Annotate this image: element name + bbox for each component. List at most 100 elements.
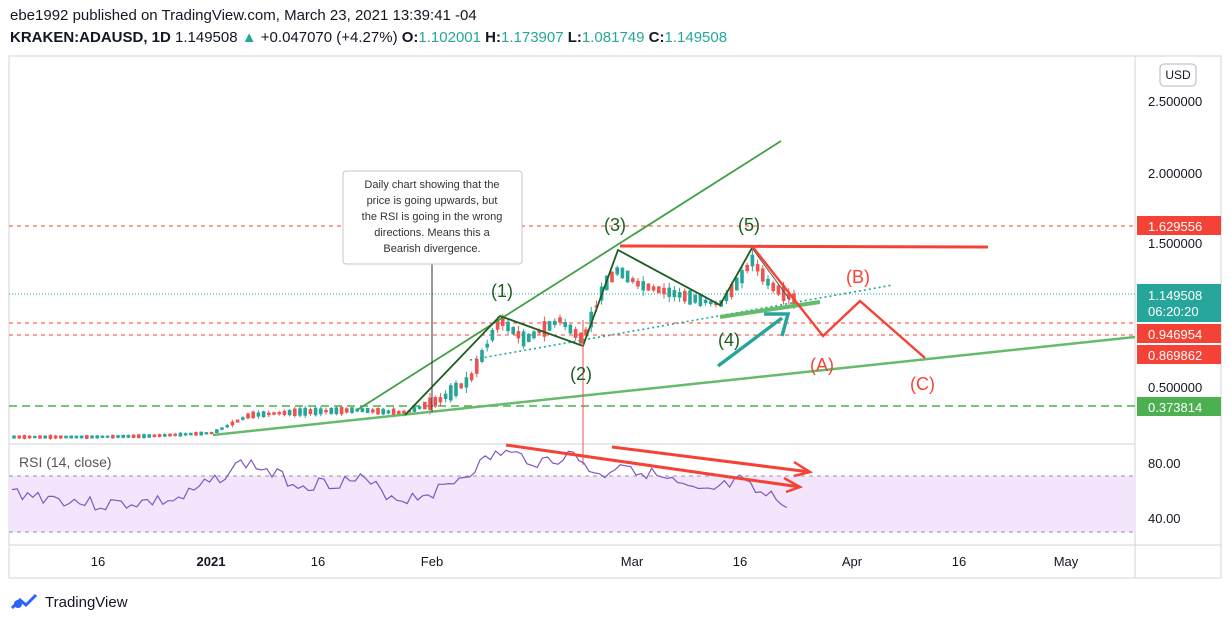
x-tick: 16 — [311, 554, 325, 569]
candle-body — [111, 434, 115, 439]
tradingview-logo-icon — [10, 593, 38, 610]
candle-body — [85, 435, 89, 439]
candle-body — [272, 412, 276, 415]
wave-4-connector — [751, 247, 791, 301]
currency-button[interactable]: USD — [1165, 68, 1191, 82]
countdown-label: 06:20:20 — [1148, 304, 1199, 319]
candle-body — [709, 301, 713, 305]
callout-line: price is going upwards, but — [367, 195, 498, 207]
candle-body — [761, 268, 765, 282]
x-tick: 16 — [733, 554, 747, 569]
candle-body — [22, 435, 27, 439]
candle-body — [454, 382, 458, 396]
open-label: O: — [401, 29, 419, 46]
price-change: +0.047070 (+4.27%) — [260, 29, 398, 46]
candle-body — [298, 408, 302, 416]
candle-body — [235, 419, 240, 423]
candle-body — [194, 432, 198, 436]
x-tick: 16 — [952, 554, 966, 569]
x-tick: 16 — [91, 554, 105, 569]
candle-body — [48, 435, 53, 439]
candle-body — [308, 409, 313, 415]
candle-body — [126, 434, 131, 438]
elliott-wave-path — [404, 247, 753, 416]
candle-body — [397, 411, 401, 415]
x-tick: Apr — [842, 554, 863, 569]
candle-body — [651, 286, 656, 291]
upper-channel-line — [356, 140, 782, 411]
candle-body — [365, 407, 370, 414]
y-tick: 1.500000 — [1148, 236, 1202, 251]
candle-body — [303, 407, 307, 416]
wave-label-2: (2) — [570, 364, 592, 384]
candle-body — [74, 435, 79, 439]
candle-body — [433, 397, 437, 407]
candle-body — [371, 409, 375, 413]
low-label: L: — [567, 29, 582, 46]
candle-body — [116, 435, 120, 438]
candle-body — [220, 427, 224, 430]
price-tag-1629: 1.629556 — [1148, 219, 1202, 234]
close-value: 1.149508 — [664, 29, 728, 46]
candle-body — [636, 280, 640, 287]
candle-body — [579, 332, 583, 344]
candle-body — [189, 432, 193, 436]
candle-body — [683, 290, 687, 302]
candle-body — [209, 432, 214, 435]
wave-label-4: (4) — [718, 330, 740, 350]
candle-body — [662, 287, 666, 295]
dotted-trend-line — [469, 284, 894, 361]
high-label: H: — [485, 29, 501, 46]
candle-body — [324, 409, 328, 413]
y-tick: 2.000000 — [1148, 166, 1202, 181]
candle-body — [532, 331, 536, 339]
tradingview-brand: TradingView — [45, 593, 128, 611]
wave-label-a: (A) — [810, 355, 834, 375]
wave-4-arrow-shaft — [716, 316, 784, 368]
candle-body — [750, 254, 755, 267]
candle-body — [38, 435, 42, 439]
candle-body — [594, 305, 599, 308]
candle-body — [776, 285, 781, 295]
candle-body — [329, 408, 333, 414]
tradingview-footer[interactable]: TradingView — [10, 592, 128, 612]
wave-labels: (1) (2) (3) (4) (5) (A) (B) (C) — [491, 215, 935, 394]
candle-body — [428, 397, 432, 410]
rsi-title: RSI (14, close) — [19, 454, 112, 470]
candle-body — [506, 321, 510, 332]
price-tag-box — [1137, 216, 1221, 235]
candle-body — [386, 410, 391, 414]
candle-body — [256, 412, 261, 417]
candle-body — [319, 408, 323, 415]
candle-body — [147, 434, 151, 438]
candle-body — [693, 294, 697, 303]
candle-body — [610, 271, 614, 283]
candle-body — [787, 293, 791, 299]
candle-body — [246, 413, 250, 419]
candle-body — [360, 408, 365, 413]
candle-body — [646, 283, 651, 291]
price-tag-box — [1137, 397, 1221, 416]
candle-body — [215, 429, 219, 433]
symbol-name[interactable]: KRAKEN:ADAUSD, 1D — [10, 29, 171, 46]
x-tick: May — [1054, 554, 1079, 569]
candle-body — [251, 411, 255, 419]
candle-body — [688, 290, 692, 305]
candle-body — [755, 264, 760, 272]
currency-button-box[interactable] — [1159, 63, 1197, 87]
wave-label-1: (1) — [491, 281, 513, 301]
candle-body — [516, 331, 521, 339]
candle-body — [714, 302, 718, 306]
candle-body — [729, 283, 734, 298]
candle-body — [105, 435, 110, 438]
support-short-green — [719, 300, 821, 319]
candle-body — [511, 326, 515, 335]
candle-body — [69, 435, 73, 439]
callout-line: Daily chart showing that the — [364, 179, 499, 191]
candle-body — [657, 286, 661, 293]
candle-body — [620, 267, 625, 279]
resistance-red-line — [619, 244, 989, 249]
price-tag-0869: 0.869862 — [1148, 348, 1202, 363]
candle-body — [667, 287, 671, 297]
